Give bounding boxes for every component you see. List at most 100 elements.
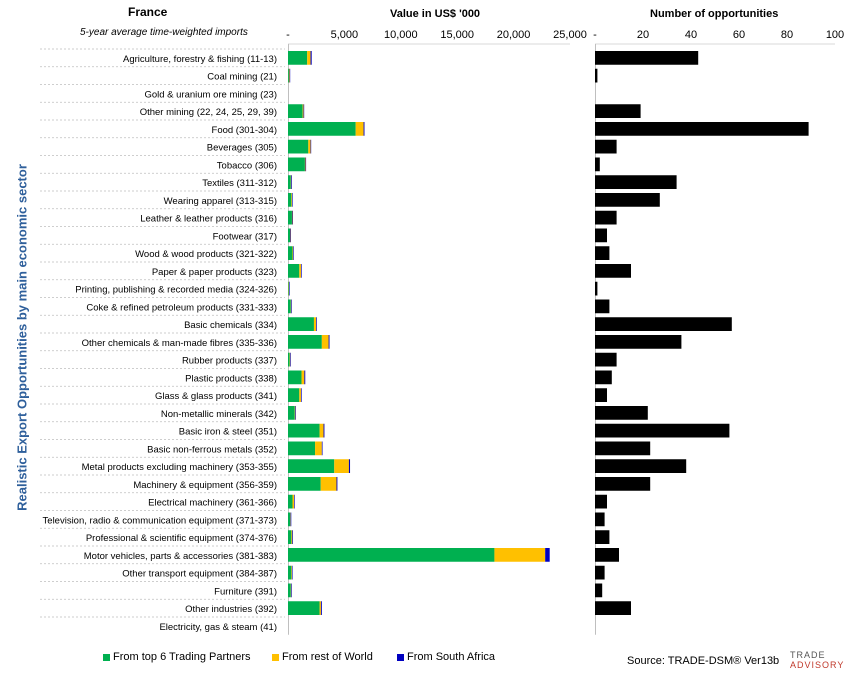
value-bar-segment bbox=[291, 583, 292, 598]
opportunities-bar bbox=[595, 459, 687, 473]
value-bar-segment bbox=[292, 530, 293, 544]
category-label: Other transport equipment (384-387) bbox=[122, 569, 277, 580]
category-label: Other chemicals & man-made fibres (335-3… bbox=[82, 338, 277, 349]
value-axis-tick-label: 5,000 bbox=[331, 29, 359, 41]
opportunities-bar bbox=[595, 299, 610, 314]
category-label: Footwear (317) bbox=[213, 231, 277, 242]
opportunities-bar bbox=[595, 388, 607, 402]
opportunities-bar bbox=[595, 441, 651, 456]
category-label: Furniture (391) bbox=[214, 586, 277, 597]
value-bar-segment bbox=[291, 530, 293, 544]
legend-swatch-rest bbox=[272, 653, 279, 661]
opportunities-bar bbox=[595, 548, 619, 562]
category-label: Food (301-304) bbox=[212, 125, 277, 136]
value-bar-segment bbox=[336, 477, 338, 491]
value-bar-segment bbox=[300, 388, 302, 402]
value-bar-segment bbox=[315, 441, 322, 456]
value-bar-segment bbox=[288, 104, 303, 118]
value-bar-segment bbox=[288, 494, 293, 509]
opportunities-bar bbox=[595, 601, 631, 615]
value-bar-segment bbox=[290, 352, 291, 367]
value-bar-segment bbox=[294, 494, 295, 509]
value-bar-segment bbox=[288, 210, 292, 225]
opportunities-bar bbox=[595, 370, 612, 385]
value-bar-segment bbox=[288, 157, 305, 172]
value-bar-segment bbox=[316, 317, 317, 331]
value-bar-segment bbox=[299, 264, 301, 278]
value-bar-segment bbox=[288, 68, 289, 83]
opportunities-bar bbox=[595, 210, 617, 225]
value-axis-tick-label: 15,000 bbox=[440, 29, 474, 41]
opps-axis-tick-label: - bbox=[593, 29, 597, 41]
legend-swatch-sa bbox=[397, 653, 404, 661]
opportunities-bar bbox=[595, 281, 598, 296]
value-bar-segment bbox=[290, 583, 292, 598]
value-bar-segment bbox=[310, 139, 312, 154]
opportunities-bar bbox=[595, 512, 605, 527]
opportunities-bar bbox=[595, 122, 809, 136]
value-bar-segment bbox=[288, 370, 302, 385]
value-bar-segment bbox=[545, 548, 550, 562]
value-bar-segment bbox=[303, 104, 305, 118]
opportunities-bar bbox=[595, 335, 682, 349]
category-label: Beverages (305) bbox=[207, 143, 277, 154]
value-bar-segment bbox=[320, 601, 322, 615]
opportunities-bar bbox=[595, 317, 732, 331]
category-label: Gold & uranium ore mining (23) bbox=[144, 89, 277, 100]
value-chart: - 5,000 10,000 15,000 20,000 25,000 Agricultur… bbox=[40, 29, 587, 635]
value-bar-segment bbox=[290, 512, 292, 527]
trade-advisory-logo: TRADE ADVISORY bbox=[790, 650, 844, 670]
opportunities-bar bbox=[595, 175, 677, 189]
source-note: Source: TRADE-DSM® Ver13b bbox=[627, 655, 780, 667]
value-bar-segment bbox=[288, 281, 289, 296]
value-bar-segment bbox=[299, 388, 301, 402]
y-axis-title: Realistic Export Opportunities by main e… bbox=[14, 164, 30, 511]
opps-axis-tick-label: 100 bbox=[826, 29, 844, 41]
category-label: Coal mining (21) bbox=[207, 72, 277, 83]
value-bar-segment bbox=[288, 122, 356, 136]
opps-axis-tick-label: 60 bbox=[733, 29, 745, 41]
category-label: Electrical machinery (361-366) bbox=[148, 498, 277, 509]
value-bar-segment bbox=[288, 512, 291, 527]
value-bar-segment bbox=[321, 441, 323, 456]
value-bar-segment bbox=[348, 459, 351, 473]
value-bar-segment bbox=[310, 51, 312, 65]
value-bar-segment bbox=[288, 335, 322, 349]
legend-item-rest: From rest of World bbox=[272, 651, 373, 663]
value-axis-tick-label: 10,000 bbox=[384, 29, 418, 41]
value-bar-segment bbox=[288, 601, 320, 615]
value-bar-segment bbox=[288, 68, 290, 83]
value-bar-segment bbox=[288, 406, 295, 420]
value-bar-segment bbox=[288, 246, 293, 260]
value-bar-segment bbox=[291, 210, 293, 225]
value-bar-segment bbox=[304, 370, 306, 385]
legend-label-sa: From South Africa bbox=[407, 651, 496, 663]
logo-line2: ADVISORY bbox=[790, 660, 845, 670]
category-label: Rubber products (337) bbox=[182, 356, 277, 367]
opportunities-bar bbox=[595, 352, 617, 367]
value-bar-segment bbox=[301, 370, 305, 385]
category-label: Metal products excluding machinery (353-… bbox=[82, 462, 277, 473]
value-bar-segment bbox=[290, 228, 291, 243]
value-axis-tick-label: 25,000 bbox=[553, 29, 587, 41]
value-bar-segment bbox=[291, 175, 292, 189]
value-bar-segment bbox=[290, 512, 291, 527]
value-bar-segment bbox=[321, 335, 329, 349]
opportunities-bar bbox=[595, 104, 641, 118]
opportunities-bar bbox=[595, 494, 607, 509]
opportunities-bar bbox=[595, 68, 598, 83]
value-bar-segment bbox=[290, 175, 292, 189]
legend-item-top6: From top 6 Trading Partners bbox=[103, 651, 251, 663]
category-label: Tobacco (306) bbox=[217, 160, 277, 171]
value-bar-segment bbox=[288, 264, 300, 278]
value-bar-segment bbox=[323, 423, 325, 438]
opportunities-bar bbox=[595, 157, 600, 172]
category-label: Television, radio & communication equipm… bbox=[43, 515, 277, 526]
value-bar-segment bbox=[292, 494, 295, 509]
category-label: Paper & paper products (323) bbox=[152, 267, 277, 278]
value-bar-segment bbox=[288, 423, 320, 438]
opportunities-bar bbox=[595, 246, 610, 260]
value-bar-segment bbox=[288, 583, 291, 598]
opps-axis-tick-label: 80 bbox=[781, 29, 793, 41]
